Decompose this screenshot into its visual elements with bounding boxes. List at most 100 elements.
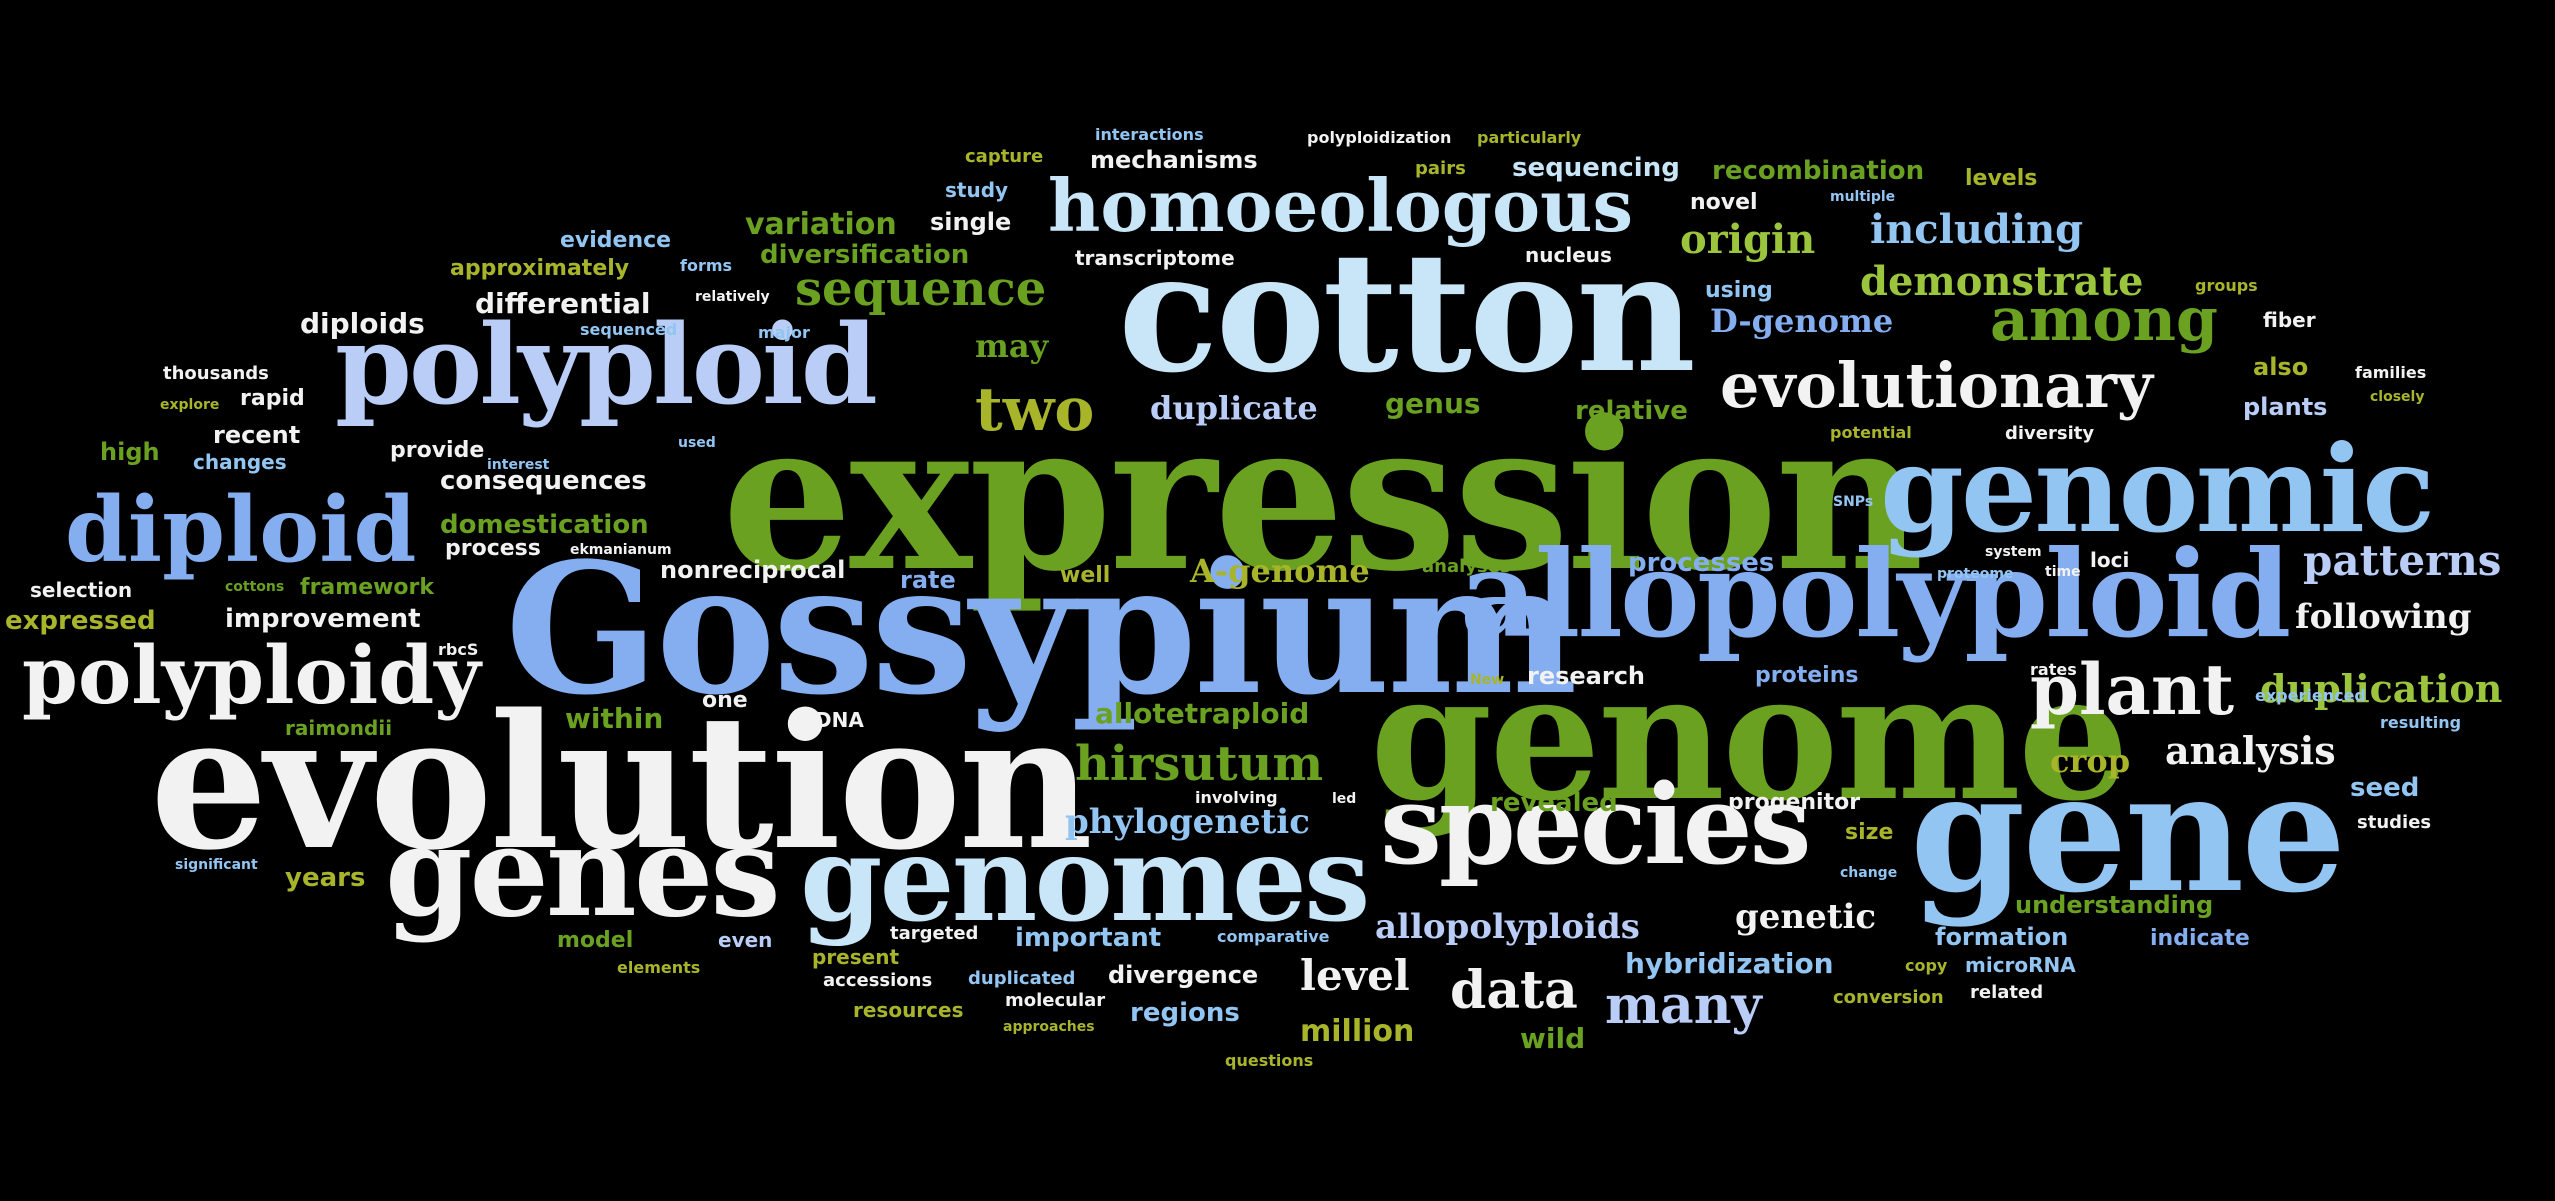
- word-proteome: proteome: [1937, 566, 2014, 582]
- word-proteins: proteins: [1755, 663, 1859, 688]
- word-experienced: experienced: [2255, 686, 2366, 705]
- word-rates: rates: [2030, 660, 2077, 679]
- word-homoeologous: homoeologous: [1048, 163, 1634, 248]
- word-regions: regions: [1130, 998, 1240, 1028]
- word-changes: changes: [193, 450, 287, 474]
- word-comparative: comparative: [1217, 927, 1330, 946]
- word-study: study: [945, 178, 1009, 202]
- word-system: system: [1985, 544, 2042, 560]
- word-species: species: [1380, 760, 1812, 889]
- word-genomes: genomes: [800, 809, 1370, 948]
- word-recent: recent: [213, 421, 301, 449]
- word-revealed: revealed: [1490, 788, 1618, 818]
- word-rbcs: rbcS: [438, 640, 479, 659]
- word-significant: significant: [175, 857, 258, 873]
- word-multiple: multiple: [1830, 189, 1896, 205]
- word-resources: resources: [853, 998, 964, 1022]
- word-pairs: pairs: [1415, 158, 1466, 179]
- word-gossypium: Gossypium: [505, 524, 1578, 735]
- word-dna: DNA: [815, 708, 864, 732]
- word-rate: rate: [900, 566, 956, 594]
- word-well: well: [1060, 563, 1111, 588]
- word-high: high: [100, 438, 160, 466]
- word-transcriptome: transcriptome: [1075, 246, 1235, 270]
- word-provide: provide: [390, 438, 485, 463]
- word-gene: gene: [1910, 735, 2346, 929]
- word-sequencing: sequencing: [1512, 153, 1680, 183]
- word-diversity: diversity: [2005, 423, 2095, 444]
- word-million: million: [1300, 1014, 1415, 1049]
- word-ekmanianum: ekmanianum: [570, 542, 672, 558]
- word-may: may: [975, 327, 1049, 365]
- word-sequenced: sequenced: [580, 320, 678, 339]
- word-sequence: sequence: [795, 261, 1047, 317]
- word-closely: closely: [2370, 389, 2425, 405]
- word-families: families: [2355, 363, 2427, 382]
- word-duplicate: duplicate: [1150, 389, 1318, 427]
- word-domestication: domestication: [440, 510, 649, 540]
- word-led: led: [1332, 791, 1357, 807]
- word-change: change: [1840, 865, 1898, 881]
- word-analysis: analysis: [2165, 728, 2336, 773]
- word-new: New: [1470, 672, 1505, 688]
- word-a-genome: A-genome: [1190, 552, 1370, 590]
- word-copy: copy: [1905, 956, 1948, 975]
- word-present: present: [812, 945, 900, 969]
- word-involving: involving: [1195, 788, 1278, 807]
- word-loci: loci: [2090, 548, 2130, 572]
- word-expressed: expressed: [5, 606, 156, 636]
- word-approaches: approaches: [1003, 1019, 1095, 1035]
- word-interactions: interactions: [1095, 125, 1204, 144]
- word-microrna: microRNA: [1965, 953, 2076, 977]
- word-years: years: [285, 863, 366, 893]
- word-duplicated: duplicated: [968, 968, 1076, 989]
- word-nucleus: nucleus: [1525, 243, 1612, 267]
- word-studies: studies: [2357, 812, 2432, 833]
- word-data: data: [1450, 960, 1578, 1021]
- word-framework: framework: [300, 575, 435, 600]
- word-improvement: improvement: [225, 604, 421, 634]
- word-related: related: [1970, 982, 2044, 1003]
- word-capture: capture: [965, 146, 1044, 167]
- word-diploids: diploids: [300, 307, 425, 340]
- word-rapid: rapid: [240, 386, 305, 411]
- word-crop: crop: [2050, 742, 2131, 780]
- word-plant: plant: [2030, 648, 2235, 731]
- word-patterns: patterns: [2303, 536, 2502, 585]
- word-divergence: divergence: [1108, 961, 1259, 989]
- word-many: many: [1605, 975, 1762, 1036]
- word-explore: explore: [160, 397, 220, 413]
- word-consequences: consequences: [440, 466, 647, 496]
- word-two: two: [975, 375, 1095, 445]
- word-polyploid: polyploid: [335, 300, 878, 429]
- word-elements: elements: [617, 958, 701, 977]
- word-process: process: [445, 536, 541, 561]
- word-variation: variation: [745, 207, 897, 242]
- word-conversion: conversion: [1833, 987, 1944, 1008]
- word-approximately: approximately: [450, 256, 630, 281]
- word-origin: origin: [1680, 216, 1816, 263]
- word-even: even: [718, 928, 773, 952]
- word-evolution: evolution: [150, 673, 1093, 891]
- word-potential: potential: [1830, 423, 1912, 442]
- word-particularly: particularly: [1477, 128, 1582, 147]
- word-analyses: analyses: [1422, 556, 1511, 577]
- word-snps: SNPs: [1833, 494, 1874, 510]
- word-used: used: [678, 435, 716, 451]
- word-formation: formation: [1935, 923, 2069, 951]
- word-differential: differential: [475, 287, 651, 320]
- word-using: using: [1705, 278, 1773, 303]
- word-size: size: [1845, 820, 1894, 845]
- word-seed: seed: [2350, 773, 2420, 803]
- word-thousands: thousands: [163, 363, 269, 384]
- word-novel: novel: [1690, 190, 1758, 215]
- word-hybridization: hybridization: [1625, 947, 1834, 980]
- word-raimondii: raimondii: [285, 716, 393, 740]
- word-forms: forms: [680, 256, 733, 275]
- word-selection: selection: [30, 578, 133, 602]
- word-accessions: accessions: [823, 970, 933, 991]
- word-within: within: [565, 702, 664, 735]
- word-hirsutum: hirsutum: [1075, 736, 1324, 792]
- word-fiber: fiber: [2263, 308, 2316, 332]
- word-progenitor: progenitor: [1728, 790, 1861, 815]
